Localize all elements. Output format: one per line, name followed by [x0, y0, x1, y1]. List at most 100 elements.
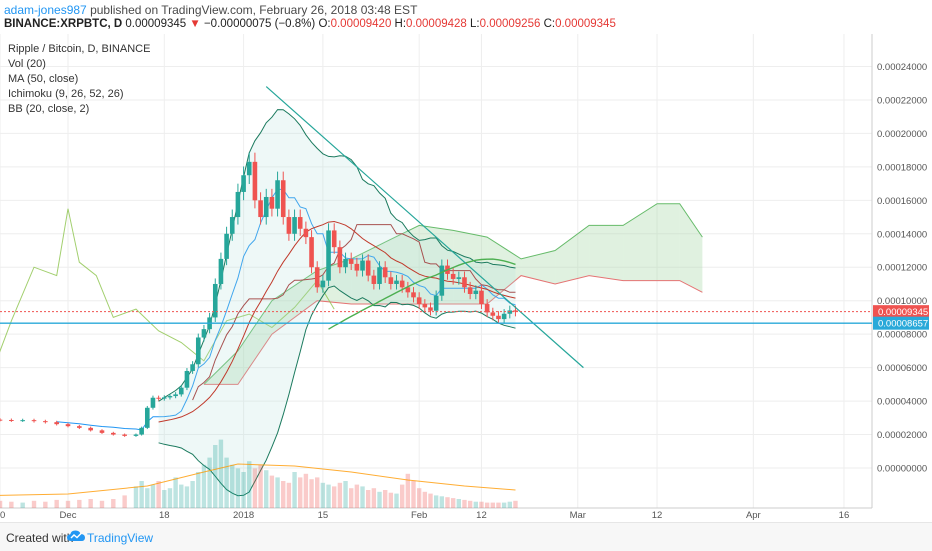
down-arrow-icon: ▼: [189, 18, 201, 30]
volume-bar-70: [445, 497, 450, 508]
candle-body-78: [490, 312, 496, 316]
volume-bar-42: [286, 482, 292, 508]
volume-bar-14: [122, 495, 127, 508]
volume-bar-15: [133, 486, 139, 508]
low-label: L:: [470, 18, 480, 30]
candle-body-21: [167, 396, 173, 398]
candle-body-38: [263, 196, 269, 218]
candle-body-43: [292, 217, 297, 234]
volume-bar-16: [139, 481, 144, 508]
price-chart[interactable]: Ripple / Bitcoin, D, BINANCE Vol (20) MA (…: [0, 34, 932, 522]
volume-bar-35: [247, 461, 252, 508]
volume-bar-4: [9, 501, 14, 508]
volume-bar-45: [303, 473, 309, 508]
candle-body-27: [201, 329, 207, 338]
volume-bar-22: [173, 477, 178, 508]
candle-body-18: [150, 397, 156, 408]
high-value: 0.00009428: [406, 18, 467, 30]
candle-body-62: [399, 280, 405, 288]
volume-bar-57: [371, 488, 377, 508]
high-label: H:: [394, 18, 407, 30]
volume-bar-65: [416, 488, 422, 508]
volume-bar-80: [501, 502, 507, 508]
legend-item-2: MA (50, close): [8, 73, 78, 85]
volume-bar-13: [111, 499, 116, 508]
volume-bar-61: [394, 493, 399, 508]
candle-body-69: [439, 265, 445, 296]
time-axis[interactable]: 20 Dec 18 2018 15 Feb 12 Mar 12 Apr 16: [0, 510, 849, 521]
x-tick-label-6: 12: [476, 510, 487, 521]
volume-bar-10: [77, 499, 82, 508]
candle-body-75: [473, 290, 479, 295]
footer-bar: Created with TradingView: [0, 522, 932, 551]
candle-body-47: [314, 267, 320, 288]
volume-bar-64: [411, 481, 416, 508]
candle-body-55: [360, 260, 365, 271]
current-price-badge-label: 0.00009345: [878, 307, 928, 318]
bb-fill: [158, 109, 516, 496]
tradingview-link[interactable]: TradingView: [87, 531, 154, 545]
bb-basis-line: [158, 220, 516, 423]
volume-bar-78: [490, 502, 495, 508]
change-value: −0.00000075 (−0.8%): [203, 18, 316, 30]
candle-body-25: [190, 364, 195, 371]
created-with-text: Created with: [6, 531, 74, 545]
y-tick-label-1: 0.00022000: [877, 95, 927, 106]
volume-bar-32: [230, 464, 235, 508]
volume-bar-76: [479, 501, 484, 508]
candle-body-12: [99, 430, 105, 433]
candle-body-60: [388, 277, 394, 284]
volume-bar-58: [377, 491, 382, 508]
volume-bar-11: [88, 499, 93, 508]
volume-bar-20: [162, 490, 167, 508]
ichimoku-cloud-segment-2: [271, 270, 318, 335]
x-tick-label-5: Feb: [411, 510, 427, 521]
volume-bar-53: [349, 488, 354, 508]
volume-bar-72: [456, 499, 462, 508]
candle-body-65: [416, 297, 422, 305]
candle-body-42: [286, 217, 292, 234]
volume-bar-7: [43, 501, 48, 508]
y-tick-label-7: 0.00010000: [877, 296, 927, 307]
chart-grid: [0, 34, 873, 509]
candle-body-37: [258, 200, 263, 218]
volume-bar-52: [343, 481, 348, 508]
volume-bar-75: [473, 501, 479, 508]
candle-body-82: [513, 310, 518, 312]
volume-bar-67: [428, 493, 433, 508]
volume-bar-17: [145, 488, 150, 508]
ichimoku-cloud-segment-11: [589, 225, 624, 281]
volume-bar-38: [264, 470, 269, 508]
candle-body-3: [0, 419, 3, 421]
legend-item-1: Vol (20): [8, 58, 46, 70]
volume-bar-51: [337, 482, 343, 508]
ichimoku-cloud-segment-5: [385, 225, 420, 304]
volume-bar-9: [65, 500, 71, 508]
y-tick-label-10: 0.00004000: [877, 397, 927, 408]
candle-body-6: [31, 420, 37, 422]
candle-body-32: [229, 217, 235, 234]
close-label: C:: [543, 18, 556, 30]
volume-ma-line: [0, 463, 516, 496]
x-tick-label-4: 15: [318, 510, 329, 521]
x-tick-label-9: Apr: [746, 510, 761, 521]
volume-bar-74: [467, 500, 473, 508]
candle-body-68: [433, 295, 439, 311]
candle-body-61: [394, 280, 399, 284]
x-tick-label-2: 18: [159, 510, 170, 521]
candle-body-20: [161, 397, 167, 399]
volume-bar-19: [156, 481, 161, 508]
volume-bar-5: [20, 502, 25, 508]
volume-bar-44: [298, 477, 303, 508]
candle-body-48: [320, 280, 326, 288]
x-tick-label-3: 2018: [233, 510, 254, 521]
volume-bar-26: [196, 472, 201, 508]
candle-body-22: [173, 394, 178, 397]
author-link[interactable]: adam-jones987: [4, 3, 87, 17]
volume-bar-34: [241, 472, 246, 508]
price-axis[interactable]: 0.00024000 0.00022000 0.00020000 0.00018000…: [873, 62, 929, 475]
volume-bar-69: [439, 496, 445, 508]
candle-body-24: [184, 370, 190, 388]
candle-body-10: [77, 426, 82, 428]
volume-bar-50: [332, 486, 337, 508]
